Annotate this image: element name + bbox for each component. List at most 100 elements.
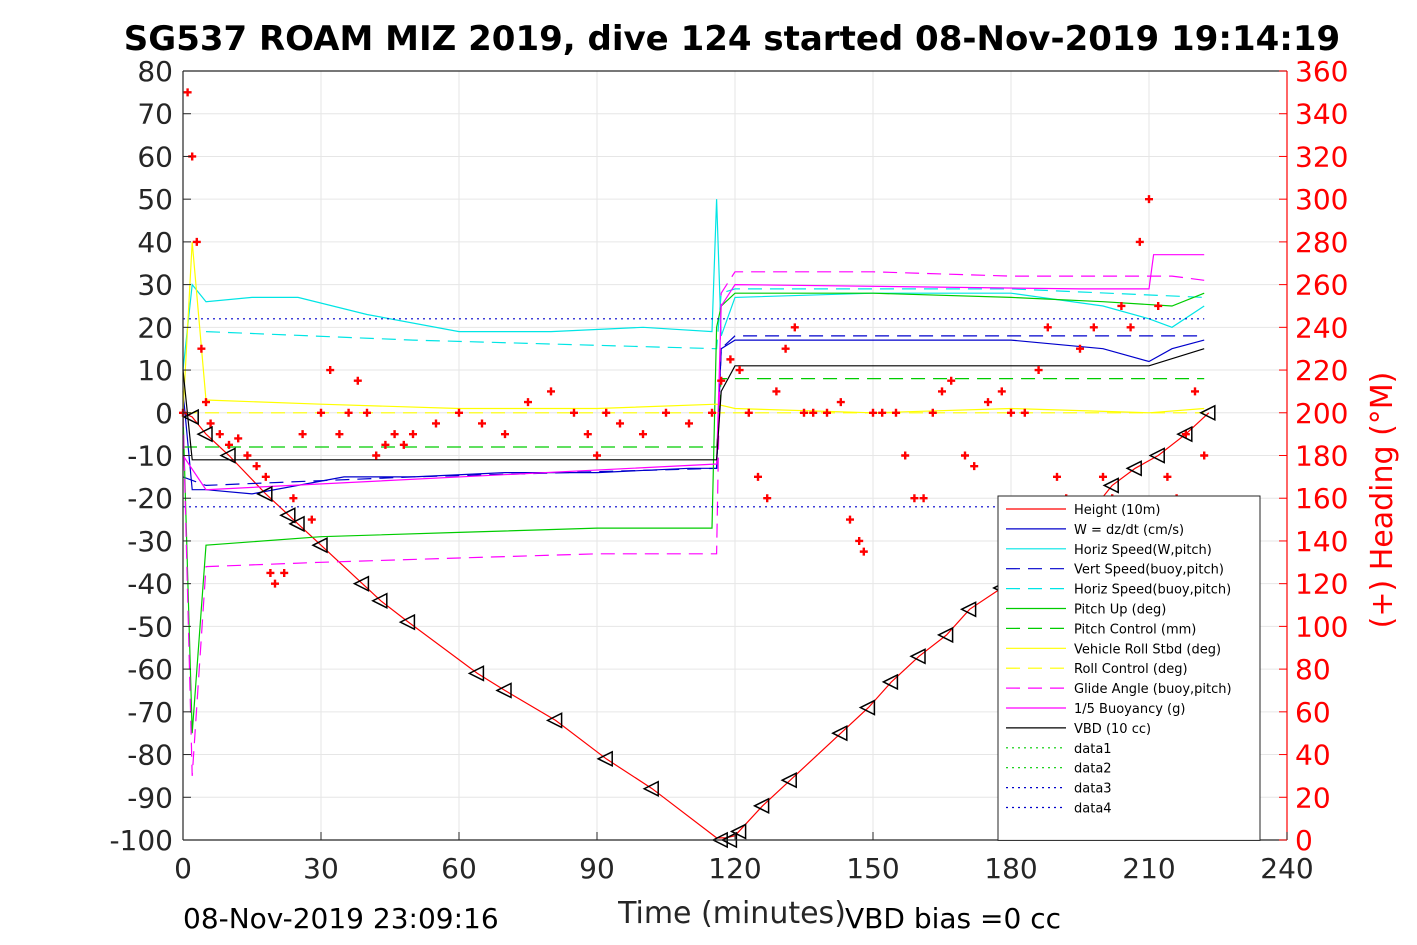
y-tick-label: 10 — [137, 354, 173, 387]
y2-axis-label: (+) Heading (°M) — [1365, 372, 1400, 629]
heading-point — [823, 408, 831, 417]
heading-point — [1145, 195, 1153, 204]
y2-tick-labels: 3603403203002802602402202001801601401201… — [1295, 55, 1348, 857]
heading-point — [754, 472, 762, 481]
position-marker — [1102, 477, 1119, 494]
heading-point — [192, 237, 201, 246]
heading-point — [215, 430, 224, 439]
y2-tick-label: 340 — [1295, 98, 1348, 131]
heading-point — [1053, 472, 1061, 481]
position-marker — [1148, 447, 1165, 464]
heading-point — [1043, 323, 1052, 332]
y2-tick-label: 140 — [1295, 525, 1348, 558]
x-tick-label: 210 — [1122, 852, 1175, 885]
legend-entry-5: Pitch Up (deg) — [1074, 603, 1166, 618]
heading-point — [910, 494, 919, 503]
position-marker — [219, 447, 236, 464]
heading-point — [970, 462, 979, 471]
y-tick-label: -40 — [127, 568, 173, 601]
y-tick-label: 30 — [137, 269, 173, 302]
heading-point — [409, 430, 417, 439]
position-marker — [467, 665, 485, 682]
y-tick-label: 70 — [137, 98, 173, 131]
heading-point — [639, 430, 647, 439]
series-line-5 — [182, 292, 1205, 734]
heading-point — [1099, 472, 1107, 481]
heading-point — [836, 398, 845, 407]
heading-point — [984, 398, 992, 407]
x-tick-label: 90 — [579, 852, 615, 885]
legend-entry-3: Vert Speed(buoy,pitch) — [1074, 563, 1224, 578]
heading-point — [501, 430, 509, 439]
heading-point — [252, 462, 261, 471]
series-layer — [182, 199, 1210, 839]
heading-point — [234, 434, 243, 443]
x-axis-label: Time (minutes) — [617, 896, 846, 931]
legend-entry-14: data3 — [1074, 782, 1112, 797]
heading-point — [307, 515, 316, 524]
heading-point — [1135, 237, 1144, 246]
x-tick-label: 120 — [708, 852, 761, 885]
heading-point — [717, 376, 726, 385]
heading-point — [335, 430, 344, 439]
heading-point — [1191, 387, 1199, 396]
position-marker — [909, 648, 926, 665]
heading-point — [390, 430, 399, 439]
position-marker — [196, 425, 213, 443]
y-tick-label: 20 — [137, 311, 173, 344]
heading-markers — [179, 88, 1209, 588]
heading-point — [763, 494, 772, 503]
position-marker — [1125, 460, 1142, 477]
legend-entry-1: W = dz/dt (cm/s) — [1074, 523, 1184, 538]
position-marker — [256, 485, 273, 503]
heading-point — [202, 398, 210, 407]
position-marker — [831, 724, 848, 742]
y-tick-label: -100 — [109, 824, 173, 857]
y2-tick-label: 60 — [1295, 696, 1331, 729]
heading-point — [938, 387, 946, 396]
heading-point — [901, 451, 910, 460]
y2-tick-label: 280 — [1295, 226, 1348, 259]
heading-point — [547, 387, 555, 396]
y-tick-label: 60 — [137, 140, 173, 173]
position-marker — [596, 750, 613, 768]
heading-point — [399, 440, 408, 449]
x-tick-label: 0 — [174, 852, 192, 885]
y2-tick-label: 120 — [1295, 568, 1348, 601]
legend-entry-7: Vehicle Roll Stbd (deg) — [1074, 642, 1221, 657]
heading-point — [524, 398, 532, 407]
heading-point — [1020, 408, 1029, 417]
heading-point — [855, 536, 864, 545]
heading-point — [726, 355, 735, 364]
x-tick-label: 60 — [441, 852, 477, 885]
x-tick-labels: 0 30 60 90 120 150 180 210 240 — [174, 852, 1314, 885]
x-tick-label: 30 — [303, 852, 339, 885]
legend-entry-11: VBD (10 cc) — [1074, 722, 1151, 737]
position-marker — [311, 537, 328, 554]
y2-tick-label: 40 — [1295, 739, 1331, 772]
position-marker — [279, 507, 296, 524]
heading-point — [662, 408, 670, 417]
position-marker — [729, 823, 747, 840]
series-line-11 — [182, 348, 1205, 461]
y-tick-label: 50 — [137, 183, 173, 216]
heading-point — [1076, 344, 1084, 353]
heading-point — [602, 408, 611, 417]
position-marker — [1199, 404, 1216, 421]
heading-point — [685, 419, 693, 428]
heading-point — [800, 408, 808, 417]
x-tick-label: 240 — [1260, 852, 1313, 885]
heading-point — [261, 472, 270, 481]
position-marker — [495, 682, 512, 699]
heading-point — [289, 494, 298, 503]
heading-point — [878, 408, 887, 417]
heading-point — [298, 430, 307, 439]
footer-vbd-bias: VBD bias =0 cc — [845, 902, 1061, 935]
series-line-4 — [205, 288, 1205, 350]
legend-entry-8: Roll Control (deg) — [1074, 662, 1188, 677]
y2-tick-label: 320 — [1295, 140, 1348, 173]
position-marker — [936, 626, 954, 644]
heading-point — [997, 387, 1006, 396]
legend-entry-13: data2 — [1074, 762, 1112, 777]
